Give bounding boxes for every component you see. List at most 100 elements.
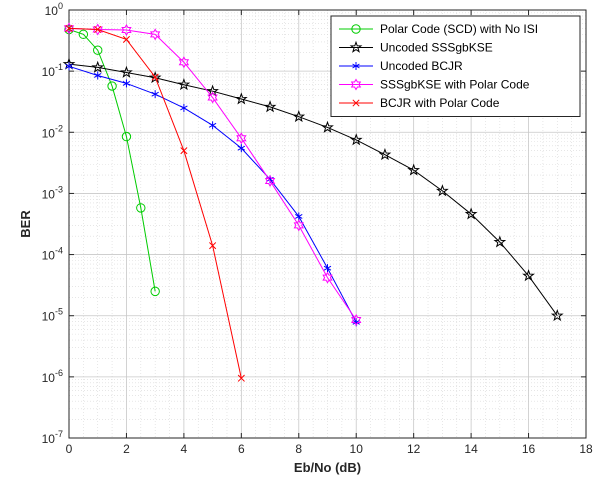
x-tick-label: 14 bbox=[464, 442, 478, 456]
marker-shape bbox=[107, 81, 117, 91]
y-tick-exponent: -7 bbox=[55, 429, 63, 439]
series-line bbox=[68, 27, 357, 321]
marker-shape bbox=[91, 60, 105, 73]
y-tick-exponent: -1 bbox=[55, 62, 63, 72]
y-tick-base: 10 bbox=[45, 4, 59, 18]
data-point bbox=[349, 133, 363, 146]
marker-stroke bbox=[94, 25, 102, 34]
series-1 bbox=[64, 24, 160, 297]
data-point bbox=[65, 24, 73, 32]
x-tick-label: 2 bbox=[123, 442, 130, 456]
data-point bbox=[263, 100, 277, 113]
data-point bbox=[122, 79, 131, 88]
data-point bbox=[94, 25, 102, 34]
marker-shape bbox=[150, 286, 160, 297]
marker-shape bbox=[522, 269, 535, 282]
data-point bbox=[93, 45, 103, 55]
data-point bbox=[264, 174, 276, 187]
y-tick-label: 10-3 bbox=[42, 184, 63, 201]
series-layer bbox=[62, 22, 564, 382]
data-point bbox=[92, 23, 103, 36]
series-4 bbox=[63, 22, 362, 327]
y-tick-base: 10 bbox=[42, 310, 56, 324]
marker-stroke bbox=[237, 145, 246, 151]
data-point bbox=[323, 264, 332, 273]
legend-label: SSSgbKSE with Polar Code bbox=[380, 78, 530, 92]
legend-marker bbox=[350, 78, 362, 91]
data-point bbox=[322, 271, 333, 284]
marker-stroke bbox=[93, 73, 102, 78]
data-point bbox=[351, 314, 362, 327]
marker-shape bbox=[464, 207, 478, 220]
marker-stroke bbox=[180, 105, 188, 111]
data-point bbox=[151, 73, 159, 81]
legend-marker bbox=[349, 40, 363, 53]
legend: Polar Code (SCD) with No ISI Uncoded SSSg… bbox=[330, 15, 581, 117]
data-point bbox=[121, 131, 132, 142]
marker-shape bbox=[349, 40, 363, 53]
y-tick-base: 10 bbox=[42, 432, 56, 446]
y-tick-label: 10-4 bbox=[42, 246, 63, 263]
data-point bbox=[321, 120, 334, 133]
plot-area bbox=[68, 9, 587, 439]
y-tick-label: 10-7 bbox=[42, 429, 63, 446]
marker-shape bbox=[234, 92, 248, 105]
x-axis-label: Eb/No (dB) bbox=[294, 460, 361, 475]
marker-shape bbox=[121, 131, 132, 142]
y-tick-exponent: -4 bbox=[55, 246, 63, 256]
y-axis-label: BER bbox=[18, 210, 33, 238]
data-point bbox=[121, 24, 132, 37]
legend-entry: Uncoded SSSgbKSE bbox=[339, 41, 493, 55]
data-point bbox=[407, 163, 421, 176]
legend-entry: Uncoded BCJR bbox=[339, 59, 463, 73]
marker-shape bbox=[322, 271, 333, 284]
x-tick-label: 18 bbox=[579, 442, 593, 456]
marker-stroke bbox=[352, 319, 360, 325]
legend-entry: BCJR with Polar Code bbox=[339, 96, 500, 110]
data-point bbox=[237, 374, 245, 382]
x-tick-label: 10 bbox=[350, 442, 364, 456]
data-point bbox=[178, 56, 190, 69]
y-tick-label: 10-5 bbox=[42, 307, 63, 324]
y-tick-exponent: -3 bbox=[55, 184, 63, 194]
marker-stroke bbox=[208, 122, 217, 128]
marker-shape bbox=[293, 219, 304, 232]
marker-shape bbox=[136, 203, 146, 213]
marker-shape bbox=[407, 163, 421, 176]
y-tick-label: 10-1 bbox=[42, 62, 63, 79]
y-tick-label: 10-6 bbox=[42, 368, 63, 385]
marker-shape bbox=[351, 314, 362, 327]
y-tick-base: 10 bbox=[42, 126, 56, 140]
data-point bbox=[120, 65, 133, 78]
data-point bbox=[550, 309, 564, 322]
marker-shape bbox=[321, 120, 334, 133]
legend-marker bbox=[351, 24, 361, 34]
marker-shape bbox=[264, 174, 276, 187]
data-point bbox=[78, 29, 89, 40]
y-tick-base: 10 bbox=[42, 371, 56, 385]
axis-ticks: 0 2 4 6 8 10 12 14 16 1810010-110-210-310-410-510… bbox=[42, 1, 593, 456]
marker-shape bbox=[149, 28, 161, 41]
series-line bbox=[68, 29, 156, 292]
data-point bbox=[180, 147, 188, 155]
marker-shape bbox=[436, 184, 449, 197]
marker-shape bbox=[148, 71, 162, 84]
data-point bbox=[177, 78, 191, 91]
data-point bbox=[91, 60, 105, 73]
marker-shape bbox=[292, 109, 306, 123]
y-tick-base: 10 bbox=[42, 187, 56, 201]
legend-label: BCJR with Polar Code bbox=[380, 96, 500, 110]
marker-shape bbox=[378, 147, 392, 161]
x-tick-label: 6 bbox=[238, 442, 245, 456]
legend-entry: Polar Code (SCD) with No ISI bbox=[339, 22, 538, 36]
marker-shape bbox=[236, 132, 247, 145]
marker-shape bbox=[350, 78, 362, 91]
y-tick-base: 10 bbox=[42, 249, 56, 263]
legend-marker bbox=[352, 99, 360, 107]
y-tick-label: 10-2 bbox=[42, 123, 63, 140]
marker-stroke bbox=[295, 214, 303, 219]
marker-shape bbox=[349, 133, 363, 146]
data-point bbox=[234, 92, 248, 105]
data-point bbox=[65, 62, 73, 71]
data-point bbox=[180, 103, 188, 112]
